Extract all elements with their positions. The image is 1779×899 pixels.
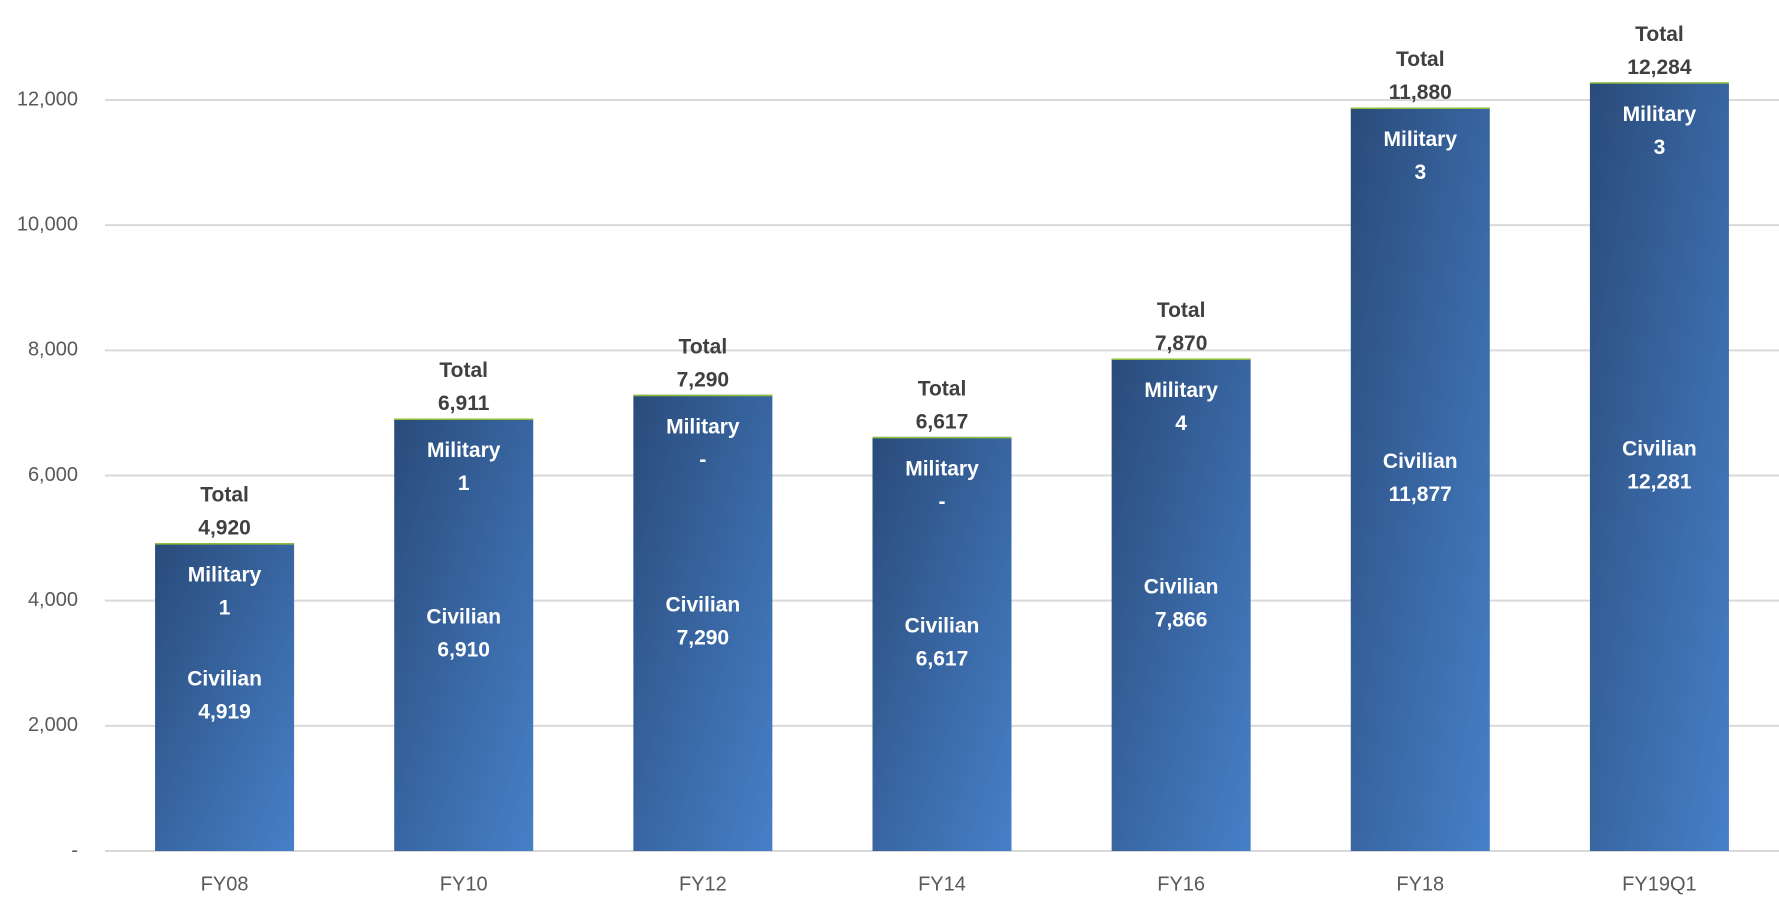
bar-segment bbox=[394, 418, 534, 851]
y-tick-label: - bbox=[71, 839, 78, 861]
civilian-label: 6,617 bbox=[916, 647, 969, 670]
bar-top-segment bbox=[872, 436, 1012, 439]
total-name: Total bbox=[679, 335, 728, 358]
bar-top-segment bbox=[1350, 107, 1490, 110]
total-name: Total bbox=[439, 359, 488, 382]
military-label: 1 bbox=[219, 597, 231, 620]
military-name: Military bbox=[1384, 128, 1458, 151]
total-label: 11,880 bbox=[1389, 81, 1452, 104]
bar-top-segment bbox=[155, 543, 295, 545]
civilian-name: Civilian bbox=[1622, 437, 1697, 460]
bar-top-segment bbox=[633, 394, 773, 397]
total-label: 4,920 bbox=[198, 517, 251, 540]
total-label: 6,617 bbox=[916, 410, 969, 433]
military-name: Military bbox=[905, 457, 979, 480]
total-name: Total bbox=[1396, 48, 1445, 71]
x-tick-label: FY18 bbox=[1396, 873, 1444, 895]
military-label: 3 bbox=[1414, 161, 1426, 184]
bar-segment bbox=[1111, 358, 1251, 851]
total-label: 7,290 bbox=[677, 368, 730, 391]
y-tick-label: 12,000 bbox=[17, 88, 78, 110]
bar-segment bbox=[1589, 82, 1729, 852]
x-tick-label: FY14 bbox=[918, 873, 966, 895]
military-label: 3 bbox=[1654, 136, 1666, 159]
civilian-label: 6,910 bbox=[437, 638, 490, 661]
total-name: Total bbox=[1635, 23, 1684, 46]
y-tick-label: 6,000 bbox=[28, 464, 78, 486]
x-tick-label: FY12 bbox=[679, 873, 727, 895]
x-tick-label: FY19Q1 bbox=[1622, 873, 1696, 895]
military-name: Military bbox=[188, 564, 262, 587]
bar-top-segment bbox=[1589, 82, 1729, 84]
bar-top-segment bbox=[394, 418, 534, 420]
civilian-name: Civilian bbox=[187, 668, 262, 691]
military-label: 4 bbox=[1175, 412, 1187, 435]
y-tick-label: 2,000 bbox=[28, 714, 78, 736]
bar-segment bbox=[872, 436, 1012, 851]
total-label: 12,284 bbox=[1627, 56, 1692, 79]
total-name: Total bbox=[918, 377, 967, 400]
civilian-name: Civilian bbox=[1144, 575, 1219, 598]
civilian-name: Civilian bbox=[905, 614, 980, 637]
total-name: Total bbox=[200, 484, 249, 507]
military-label: - bbox=[939, 490, 946, 513]
total-label: 6,911 bbox=[438, 392, 490, 415]
x-tick-label: FY16 bbox=[1157, 873, 1205, 895]
x-tick-label: FY08 bbox=[201, 873, 249, 895]
x-tick-label: FY10 bbox=[440, 873, 488, 895]
bar-segment bbox=[633, 394, 773, 851]
y-tick-label: 8,000 bbox=[28, 339, 78, 361]
civilian-label: 4,919 bbox=[198, 701, 251, 724]
bar-segment bbox=[1350, 107, 1490, 851]
military-name: Military bbox=[1144, 379, 1218, 402]
y-tick-label: 4,000 bbox=[28, 589, 78, 611]
y-tick-label: 10,000 bbox=[17, 213, 78, 235]
military-name: Military bbox=[427, 439, 501, 462]
civilian-label: 12,281 bbox=[1627, 470, 1692, 493]
military-name: Military bbox=[666, 415, 740, 438]
bar-top-segment bbox=[1111, 358, 1251, 360]
bar-segment bbox=[155, 543, 295, 851]
civilian-label: 7,290 bbox=[677, 626, 730, 649]
civilian-label: 7,866 bbox=[1155, 608, 1208, 631]
civilian-name: Civilian bbox=[666, 593, 741, 616]
total-name: Total bbox=[1157, 299, 1206, 322]
military-label: 1 bbox=[458, 472, 470, 495]
military-name: Military bbox=[1623, 103, 1697, 126]
civilian-name: Civilian bbox=[1383, 450, 1458, 473]
military-label: - bbox=[699, 448, 706, 471]
civilian-label: 11,877 bbox=[1389, 483, 1452, 506]
total-label: 7,870 bbox=[1155, 332, 1208, 355]
civilian-name: Civilian bbox=[426, 605, 501, 628]
